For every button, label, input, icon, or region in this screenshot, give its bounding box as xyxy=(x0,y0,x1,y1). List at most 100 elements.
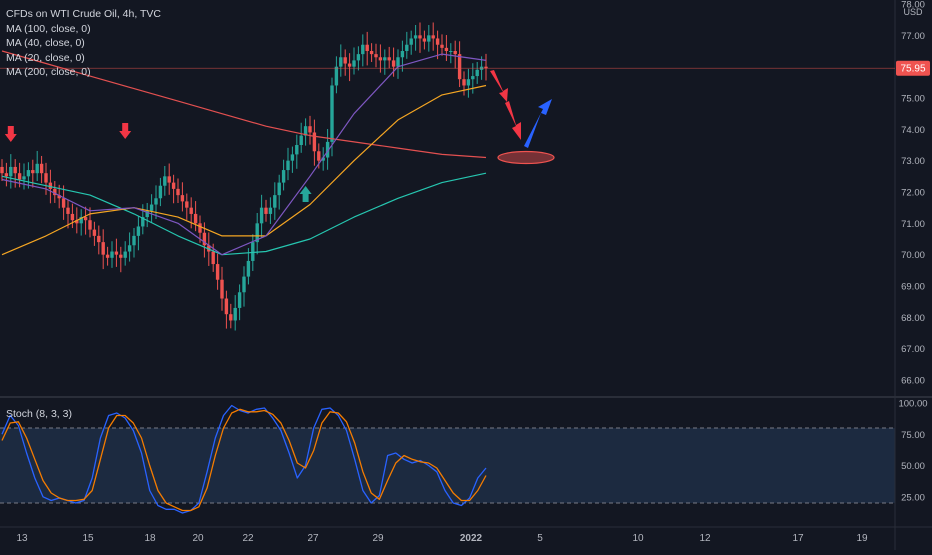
candle-body xyxy=(365,44,369,51)
price-tick-label: 70.00 xyxy=(901,250,925,261)
candle-body xyxy=(13,166,17,174)
stoch-tick-label: 75.00 xyxy=(901,430,925,441)
candle-body xyxy=(123,251,127,258)
stoch-k-line xyxy=(1,404,487,514)
candle-body xyxy=(35,163,39,174)
legend-ma200[interactable]: MA (200, close, 0) xyxy=(6,66,91,78)
candle-body xyxy=(290,154,295,161)
candle-body xyxy=(176,188,180,196)
drawing-overlays[interactable] xyxy=(4,70,555,202)
price-tick-label: 77.00 xyxy=(901,31,925,42)
candle-body xyxy=(466,79,471,86)
candle-body xyxy=(4,173,9,177)
candle-body xyxy=(22,176,26,180)
candle-body xyxy=(264,207,268,214)
price-tick-label: 73.00 xyxy=(901,156,925,167)
candle-body xyxy=(145,210,149,218)
candle-body xyxy=(330,85,334,142)
stoch-tick-label: 25.00 xyxy=(901,492,925,503)
stoch-legend[interactable]: Stoch (8, 3, 3) xyxy=(6,408,72,420)
candle-body xyxy=(224,298,229,315)
candle-body xyxy=(17,173,22,180)
last-price-label: 75.95 xyxy=(900,64,925,75)
time-tick-label: 2022 xyxy=(460,533,483,544)
candle-body xyxy=(396,57,400,67)
candle-body xyxy=(39,163,44,174)
candle-body xyxy=(334,66,339,86)
candle-body xyxy=(171,182,176,189)
time-tick-label: 27 xyxy=(307,533,319,544)
candle-body xyxy=(110,251,114,258)
candle-body xyxy=(387,57,391,61)
candle-body xyxy=(352,60,356,67)
price-tick-label: 71.00 xyxy=(901,219,925,230)
stoch-axis[interactable]: 25.00 50.00 75.00 100.00 xyxy=(898,399,927,504)
candle-body xyxy=(44,173,48,183)
candle-body xyxy=(167,176,171,183)
legend-title[interactable]: CFDs on WTI Crude Oil, 4h, TVC xyxy=(6,8,162,20)
candle-body xyxy=(409,38,413,45)
arrow-down-icon[interactable] xyxy=(119,123,132,139)
legend-ma100[interactable]: MA (100, close, 0) xyxy=(6,22,91,35)
candle-body xyxy=(453,51,457,55)
candle-body xyxy=(202,232,207,246)
candle-body xyxy=(273,195,277,208)
projection-arrow-down-icon[interactable] xyxy=(490,70,508,102)
price-axis[interactable]: 66.00 67.00 68.00 69.00 70.00 71.00 72.00 73.00… xyxy=(901,0,925,387)
price-tick-label: 66.00 xyxy=(901,376,925,387)
candle-body xyxy=(427,35,431,42)
candle-body xyxy=(325,141,330,158)
time-axis[interactable]: 13 15 18 20 22 27 29 2022 5 10 12 17 19 xyxy=(16,533,868,544)
candle-body xyxy=(475,69,479,77)
candle-body xyxy=(422,38,427,42)
projection-arrow-up-icon[interactable] xyxy=(524,99,552,148)
legend-ma20[interactable]: MA (20, close, 0) xyxy=(6,51,85,64)
candle-body xyxy=(53,188,57,196)
candle-body xyxy=(233,307,237,321)
stoch-d-line xyxy=(1,408,487,512)
legend-ma40[interactable]: MA (40, close, 0) xyxy=(6,37,85,49)
candle-body xyxy=(185,201,189,208)
candle-body xyxy=(356,54,361,61)
target-zone-ellipse[interactable] xyxy=(497,150,555,165)
candle-body xyxy=(211,251,215,265)
arrow-up-icon[interactable] xyxy=(299,186,312,202)
projection-arrow-down-icon[interactable] xyxy=(505,101,521,140)
candle-body xyxy=(70,213,75,221)
arrow-down-icon[interactable] xyxy=(4,126,17,142)
stoch-tick-label: 50.00 xyxy=(901,461,925,472)
candle-body xyxy=(31,170,35,174)
candle-body xyxy=(321,157,325,161)
candle-body xyxy=(435,38,440,45)
candle-body xyxy=(431,35,435,39)
candle-body xyxy=(347,63,352,67)
candle-body xyxy=(391,60,396,67)
candle-body xyxy=(312,132,317,152)
candle-body xyxy=(295,145,299,155)
moving-average-line xyxy=(1,84,487,256)
stoch-lines xyxy=(1,404,487,514)
candle-body xyxy=(136,226,141,236)
candle-body xyxy=(9,166,13,177)
candle-body xyxy=(440,44,444,48)
last-price-badge xyxy=(896,60,930,76)
candle-body xyxy=(286,160,290,171)
candle-body xyxy=(259,207,264,224)
stoch-band xyxy=(0,428,895,503)
candle-body xyxy=(132,235,136,246)
candle-body xyxy=(105,254,110,258)
time-tick-label: 18 xyxy=(144,533,156,544)
candle-body xyxy=(88,220,92,230)
candle-body xyxy=(361,44,365,55)
candle-body xyxy=(97,235,101,243)
price-tick-label: 68.00 xyxy=(901,313,925,324)
candle-body xyxy=(471,76,475,80)
candle-body xyxy=(413,35,418,39)
candle-body xyxy=(444,47,449,51)
candle-body xyxy=(251,242,255,261)
price-tick-label: 72.00 xyxy=(901,188,925,199)
candle-body xyxy=(180,195,185,202)
time-tick-label: 5 xyxy=(537,533,543,544)
